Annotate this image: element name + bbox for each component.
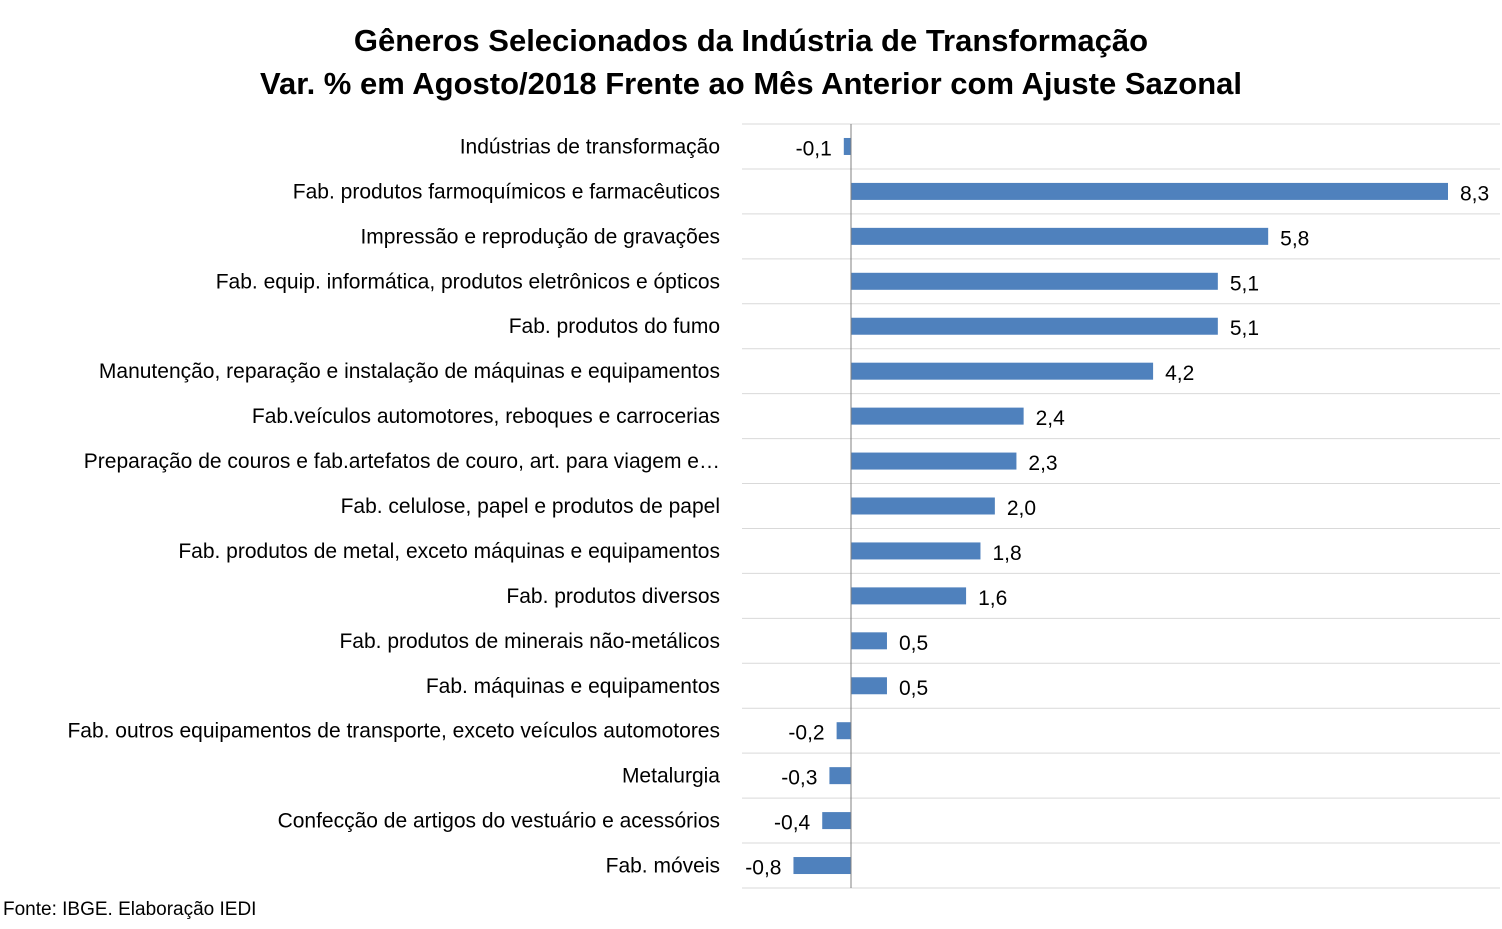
bar (793, 857, 851, 875)
value-label: 1,6 (978, 587, 1007, 610)
value-label: -0,8 (745, 857, 781, 880)
bar (843, 137, 851, 155)
category-label: Manutenção, reparação e instalação de má… (99, 360, 720, 383)
value-label: 5,8 (1280, 227, 1309, 250)
category-label: Fab. produtos do fumo (509, 315, 720, 338)
category-label: Impressão e reprodução de gravações (360, 225, 720, 248)
bar (851, 182, 1448, 200)
value-label: 2,3 (1028, 452, 1057, 475)
category-label: Fab. produtos farmoquímicos e farmacêuti… (293, 180, 720, 203)
category-label: Fab. celulose, papel e produtos de papel (341, 495, 720, 518)
category-label: Confecção de artigos do vestuário e aces… (278, 810, 720, 833)
bar (851, 272, 1218, 290)
value-label: -0,2 (788, 722, 824, 745)
value-label: 4,2 (1165, 362, 1194, 385)
bar (851, 497, 995, 515)
bar (822, 812, 851, 830)
bar (851, 317, 1218, 335)
category-label: Fab. produtos diversos (506, 585, 720, 608)
chart-title: Gêneros Selecionados da Indústria de Tra… (353, 23, 1149, 58)
bar (851, 632, 887, 650)
value-label: -0,1 (796, 137, 832, 160)
value-label: 0,5 (899, 677, 928, 700)
category-label: Fab. móveis (606, 855, 720, 878)
category-label: Fab. produtos de metal, exceto máquinas … (178, 540, 720, 563)
bar (836, 722, 851, 740)
bar (851, 407, 1024, 425)
value-label: 1,8 (992, 542, 1021, 565)
value-label: 2,0 (1007, 497, 1036, 520)
bar (851, 677, 887, 695)
value-label: 0,5 (899, 632, 928, 655)
category-label: Metalurgia (622, 765, 720, 788)
bar (851, 452, 1017, 470)
bar (829, 767, 851, 785)
chart-subtitle: Var. % em Agosto/2018 Frente ao Mês Ante… (260, 66, 1242, 101)
bar (851, 227, 1269, 245)
value-label: -0,3 (781, 767, 817, 790)
bar (851, 362, 1154, 380)
category-label: Preparação de couros e fab.artefatos de … (84, 450, 720, 473)
value-label: 2,4 (1036, 407, 1066, 430)
category-label: Fab. outros equipamentos de transporte, … (67, 720, 720, 743)
value-label: 5,1 (1230, 317, 1259, 340)
category-label: Indústrias de transformação (460, 135, 720, 158)
value-label: -0,4 (774, 812, 811, 835)
bar (851, 542, 981, 560)
bar (851, 587, 967, 605)
value-label: 5,1 (1230, 272, 1259, 295)
category-label: Fab. equip. informática, produtos eletrô… (216, 270, 720, 293)
category-label: Fab. máquinas e equipamentos (426, 675, 720, 698)
category-label: Fab. produtos de minerais não-metálicos (339, 630, 720, 653)
category-label: Fab.veículos automotores, reboques e car… (252, 405, 720, 428)
value-label: 8,3 (1460, 182, 1489, 205)
source-note: Fonte: IBGE. Elaboração IEDI (3, 899, 257, 920)
